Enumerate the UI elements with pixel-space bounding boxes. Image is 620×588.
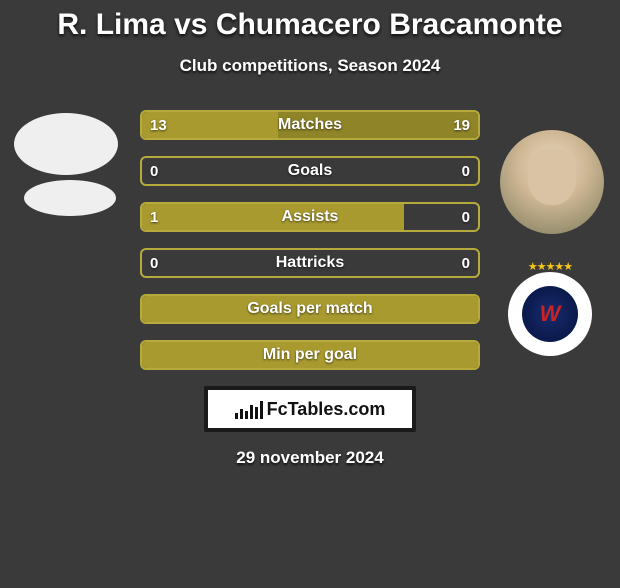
- brand-bar-icon: [240, 409, 243, 419]
- brand-bar-icon: [260, 401, 263, 419]
- stat-label: Hattricks: [140, 248, 480, 278]
- stat-row: Goals0 0: [140, 156, 480, 186]
- player1-name: R. Lima: [57, 8, 165, 41]
- brand-text: FcTables.com: [267, 399, 386, 420]
- stat-value-left: 0: [150, 156, 158, 186]
- brand-bar-icon: [255, 407, 258, 419]
- vs-text: vs: [174, 8, 207, 41]
- stat-row: Hattricks0 0: [140, 248, 480, 278]
- stat-row: Matches13 19: [140, 110, 480, 140]
- stat-value-left: 13: [150, 110, 167, 140]
- brand-bar-icon: [250, 405, 253, 419]
- stat-label: Matches: [140, 110, 480, 140]
- stat-label: Goals: [140, 156, 480, 186]
- stat-row: Assists1 0: [140, 202, 480, 232]
- stat-value-left: 0: [150, 248, 158, 278]
- subtitle: Club competitions, Season 2024: [0, 56, 620, 76]
- player2-name: Chumacero Bracamonte: [216, 8, 563, 41]
- brand-bars-icon: [235, 399, 263, 419]
- stat-row: Goals per match: [140, 294, 480, 324]
- comparison-title: R. Lima vs Chumacero Bracamonte: [0, 8, 620, 42]
- stat-label: Min per goal: [140, 340, 480, 370]
- stat-label: Assists: [140, 202, 480, 232]
- stat-value-left: 1: [150, 202, 158, 232]
- brand-bar-icon: [245, 411, 248, 419]
- stat-row: Min per goal: [140, 340, 480, 370]
- stat-value-right: 19: [453, 110, 470, 140]
- footer-date: 29 november 2024: [0, 448, 620, 468]
- brand-logo: FcTables.com: [204, 386, 416, 432]
- stats-container: Matches1319Goals00Assists10Hattricks00Go…: [0, 110, 620, 370]
- stat-label: Goals per match: [140, 294, 480, 324]
- stat-value-right: 0: [462, 248, 470, 278]
- stat-value-right: 0: [462, 156, 470, 186]
- brand-bar-icon: [235, 413, 238, 419]
- stat-value-right: 0: [462, 202, 470, 232]
